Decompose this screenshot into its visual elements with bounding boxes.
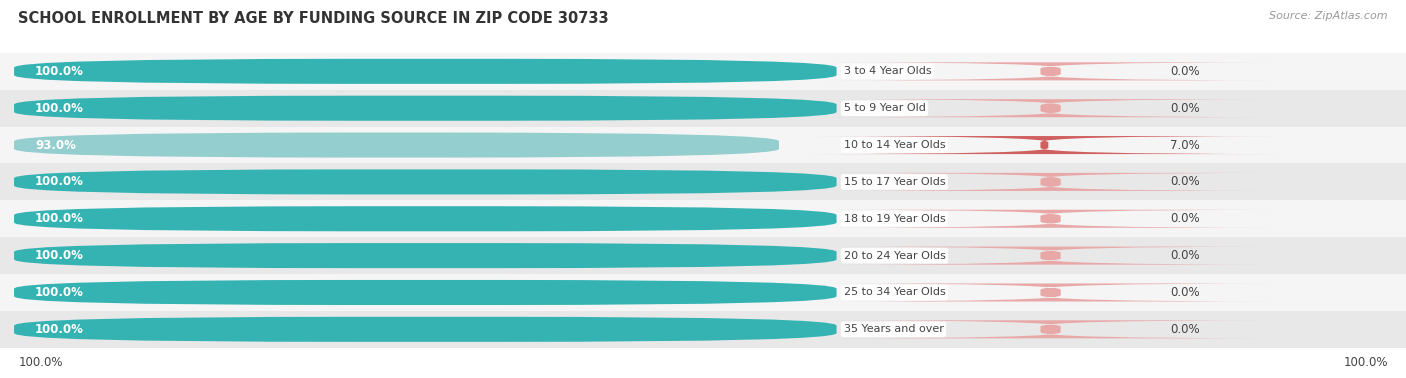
Bar (0, 164, 1406, 200)
Text: Source: ZipAtlas.com: Source: ZipAtlas.com (1270, 11, 1388, 21)
FancyBboxPatch shape (820, 173, 1281, 191)
Text: SCHOOL ENROLLMENT BY AGE BY FUNDING SOURCE IN ZIP CODE 30733: SCHOOL ENROLLMENT BY AGE BY FUNDING SOUR… (18, 11, 609, 26)
Bar (0, 53, 1406, 90)
FancyBboxPatch shape (14, 243, 837, 268)
Text: 18 to 19 Year Olds: 18 to 19 Year Olds (844, 214, 945, 224)
Text: 35 Years and over: 35 Years and over (844, 324, 943, 334)
Text: 0.0%: 0.0% (1170, 102, 1199, 115)
FancyBboxPatch shape (14, 96, 837, 121)
Text: 100.0%: 100.0% (35, 286, 84, 299)
Text: 25 to 34 Year Olds: 25 to 34 Year Olds (844, 288, 945, 297)
Text: 100.0%: 100.0% (35, 323, 84, 336)
Text: 0.0%: 0.0% (1170, 286, 1199, 299)
Text: 100.0%: 100.0% (35, 212, 84, 225)
Bar (0, 311, 1406, 348)
FancyBboxPatch shape (820, 99, 1281, 117)
Text: 0.0%: 0.0% (1170, 212, 1199, 225)
Text: 100.0%: 100.0% (35, 249, 84, 262)
Text: 7.0%: 7.0% (1170, 139, 1199, 152)
Text: 0.0%: 0.0% (1170, 249, 1199, 262)
FancyBboxPatch shape (820, 62, 1281, 81)
Text: 100.0%: 100.0% (35, 102, 84, 115)
FancyBboxPatch shape (14, 169, 837, 194)
Bar (0, 274, 1406, 311)
Bar (0, 90, 1406, 127)
FancyBboxPatch shape (807, 136, 1281, 154)
Text: 5 to 9 Year Old: 5 to 9 Year Old (844, 103, 925, 113)
FancyBboxPatch shape (820, 246, 1281, 265)
Text: 0.0%: 0.0% (1170, 323, 1199, 336)
Text: 100.0%: 100.0% (18, 356, 63, 369)
Text: 20 to 24 Year Olds: 20 to 24 Year Olds (844, 251, 945, 260)
FancyBboxPatch shape (14, 59, 837, 84)
Bar (0, 237, 1406, 274)
Text: 0.0%: 0.0% (1170, 65, 1199, 78)
Text: 3 to 4 Year Olds: 3 to 4 Year Olds (844, 67, 931, 76)
Text: 100.0%: 100.0% (1343, 356, 1388, 369)
Bar (0, 200, 1406, 237)
FancyBboxPatch shape (820, 210, 1281, 228)
Text: 100.0%: 100.0% (35, 175, 84, 188)
FancyBboxPatch shape (14, 280, 837, 305)
Bar (0, 127, 1406, 164)
Text: 100.0%: 100.0% (35, 65, 84, 78)
FancyBboxPatch shape (14, 206, 837, 231)
Text: 0.0%: 0.0% (1170, 175, 1199, 188)
FancyBboxPatch shape (820, 320, 1281, 338)
FancyBboxPatch shape (14, 317, 837, 342)
FancyBboxPatch shape (14, 133, 779, 158)
Text: 15 to 17 Year Olds: 15 to 17 Year Olds (844, 177, 945, 187)
Text: 93.0%: 93.0% (35, 139, 76, 152)
Text: 10 to 14 Year Olds: 10 to 14 Year Olds (844, 140, 945, 150)
FancyBboxPatch shape (820, 284, 1281, 302)
